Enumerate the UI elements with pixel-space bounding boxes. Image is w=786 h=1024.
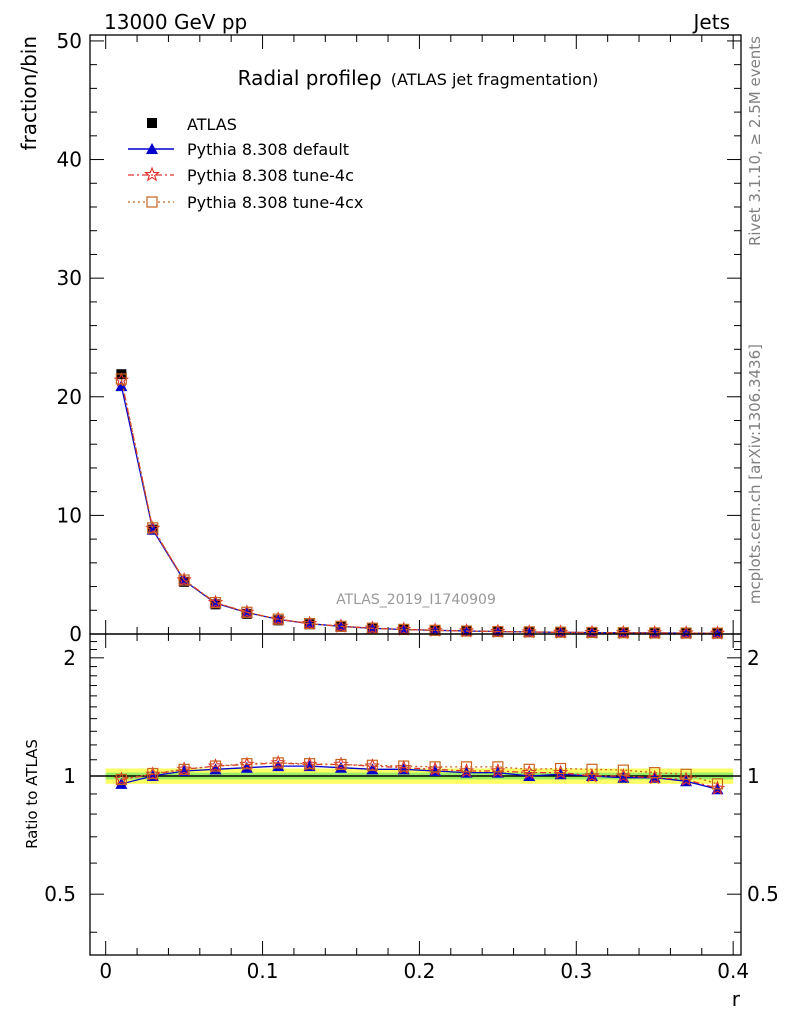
data-point [617, 627, 629, 639]
ratio-data-point [460, 761, 473, 773]
y-axis-label-ratio: Ratio to ATLAS [23, 739, 41, 849]
data-point [304, 617, 316, 630]
title-sub: (ATLAS jet fragmentation) [391, 70, 599, 89]
x-tick-label: 0.4 [717, 959, 749, 983]
legend-marker-triangle-icon [146, 143, 158, 154]
y-tick-label: 30 [57, 266, 82, 290]
x-tick-label: 0 [99, 959, 112, 983]
ratio-data-point [366, 759, 378, 771]
ratio-data-point [555, 762, 567, 775]
data-point [649, 627, 661, 639]
ratio-y-tick-label-right: 1 [747, 764, 760, 788]
legend-label: Pythia 8.308 tune-4cx [187, 193, 363, 212]
ratio-data-point [586, 763, 598, 775]
data-point [586, 626, 598, 639]
ratio-plot-panel: Ratio to ATLAS r 0.5 0.5 1 1 2 2 0 0.1 0.2 0.3 0.4 [23, 633, 779, 1011]
ratio-data-point [178, 763, 190, 775]
data-point [178, 574, 190, 586]
ratio-y-tick-label: 0.5 [44, 882, 76, 906]
legend-entry-tune-4cx: Pythia 8.308 tune-4cx [128, 193, 363, 212]
ratio-data-point [523, 763, 535, 775]
x-tick-label: 0.1 [247, 959, 279, 983]
ratio-data-point [304, 758, 316, 770]
data-point [241, 606, 253, 618]
watermark: ATLAS_2019_I1740909 [336, 592, 496, 608]
data-point [523, 626, 535, 638]
ratio-y-tick-label: 2 [63, 646, 76, 670]
data-point [209, 596, 222, 609]
ratio-data-point [680, 768, 692, 780]
data-point [492, 625, 504, 638]
side-label-source: mcplots.cern.ch [arXiv:1306.3436] [746, 344, 764, 604]
ratio-data-point [429, 761, 441, 773]
data-point [147, 522, 159, 534]
legend-marker-star-icon [143, 166, 161, 182]
data-point [711, 627, 724, 639]
ratio-data-point [115, 777, 128, 789]
legend-label: Pythia 8.308 default [187, 140, 349, 159]
y-tick-label: 50 [57, 29, 82, 53]
data-point [680, 627, 692, 639]
header-left: 13000 GeV pp [104, 10, 247, 34]
main-plot-title: Radial profileρ (ATLAS jet fragmentation… [238, 66, 599, 90]
ratio-y-tick-label-right: 0.5 [747, 882, 779, 906]
ratio-data-point [115, 773, 127, 786]
y-tick-label: 0 [69, 622, 82, 646]
ratio-y-tick-label: 1 [63, 764, 76, 788]
legend-entry-tune-4c: Pythia 8.308 tune-4c [128, 166, 354, 185]
ratio-data-point [335, 758, 347, 771]
header-right: Jets [692, 10, 730, 34]
ratio-data-point [241, 758, 253, 770]
ratio-data-point [398, 760, 410, 772]
data-point [460, 625, 473, 637]
y-axis-label-main: fraction/bin [17, 36, 41, 151]
data-point [366, 622, 378, 634]
legend-entry-atlas: ATLAS [147, 115, 237, 134]
legend-marker-open-square-icon [146, 196, 158, 208]
y-tick-label: 20 [57, 385, 82, 409]
series-pythia-8-308-tune-4cx [115, 373, 724, 639]
data-point [115, 373, 127, 385]
ratio-y-tick-label-right: 2 [747, 646, 760, 670]
ratio-data-point [492, 761, 504, 773]
y-tick-label: 40 [57, 148, 82, 172]
legend-label: ATLAS [187, 115, 237, 134]
data-point [429, 624, 441, 636]
legend-label: Pythia 8.308 tune-4c [187, 166, 354, 185]
ratio-data-point [711, 778, 724, 790]
ratio-series-pythia-8-308-tune-4cx [115, 757, 724, 790]
ratio-data-point [617, 764, 629, 776]
x-tick-label: 0.3 [560, 959, 592, 983]
ratio-data-point [649, 767, 661, 779]
side-label-version: Rivet 3.1.10, ≥ 2.5M events [746, 36, 764, 246]
ratio-data-point [272, 757, 284, 769]
data-point [335, 620, 347, 632]
ratio-data-point [209, 760, 222, 772]
ratio-plot-frame [89, 633, 742, 956]
x-axis-label: r [732, 987, 741, 1011]
legend: ATLAS Pythia 8.308 default Pythia 8.308 … [128, 115, 363, 212]
data-point [115, 380, 128, 392]
main-plot-panel: Radial profileρ (ATLAS jet fragmentation… [17, 29, 742, 646]
y-tick-label: 10 [57, 503, 82, 527]
x-tick-label: 0.2 [404, 959, 436, 983]
data-point [272, 613, 284, 625]
legend-marker-square-icon [147, 118, 157, 128]
title-main: Radial profileρ [238, 66, 382, 90]
ratio-data-point [147, 767, 159, 780]
legend-entry-default: Pythia 8.308 default [128, 140, 349, 159]
data-point [555, 626, 567, 638]
